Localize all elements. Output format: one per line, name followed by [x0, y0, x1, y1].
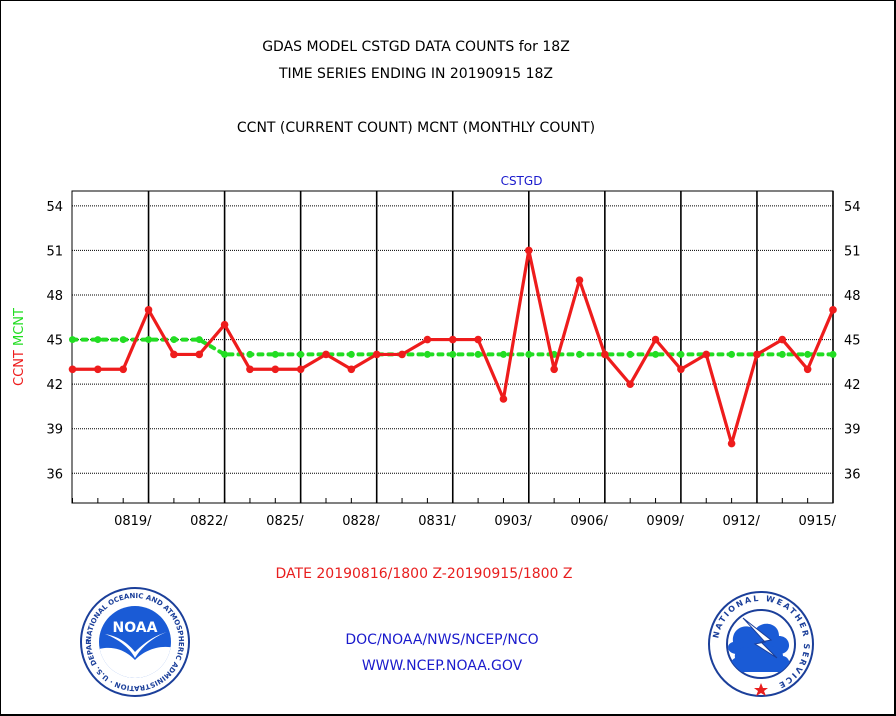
x-tick-label: 0909/ — [646, 514, 684, 529]
data-point-ccnt — [372, 350, 381, 359]
data-point-ccnt — [296, 365, 305, 374]
labels: 36 36 39 39 42 42 45 45 48 48 51 51 54 54 0819/0822/08… — [12, 174, 861, 529]
y-tick-label-right: 36 — [844, 467, 861, 482]
data-point-ccnt — [119, 365, 127, 374]
y-tick-label-left: 39 — [46, 423, 63, 438]
data-point-mcnt — [145, 336, 153, 344]
x-tick-label: 0819/ — [114, 514, 152, 529]
y-tick-label-left: 48 — [46, 289, 63, 304]
y-axis-label: CCNT MCNT — [12, 308, 27, 386]
data-point-ccnt — [499, 395, 508, 403]
data-point-mcnt — [195, 336, 203, 344]
data-point-mcnt — [423, 350, 431, 358]
data-point-mcnt — [525, 350, 533, 358]
data-point-ccnt — [398, 350, 406, 359]
chart-title-line2: TIME SERIES ENDING IN 20190915 18Z — [279, 66, 553, 82]
date-range-label: DATE 20190816/1800 Z-20190915/1800 Z — [275, 566, 573, 582]
plot-title: CSTGD — [501, 174, 543, 188]
y-tick-label-left: 54 — [46, 200, 63, 215]
x-tick-label: 0912/ — [722, 514, 760, 529]
data-point-ccnt — [601, 350, 609, 359]
data-point-mcnt — [297, 350, 305, 358]
y-axis-label-mcnt: MCNT — [12, 308, 27, 346]
data-point-ccnt — [474, 335, 482, 344]
data-point-ccnt — [170, 350, 178, 359]
x-tick-label: 0828/ — [342, 514, 380, 529]
y-tick-label-left: 51 — [46, 244, 63, 259]
y-tick-label-left: 45 — [46, 334, 63, 349]
data-point-ccnt — [347, 365, 356, 374]
nws-logo: NATIONAL WEATHER SERVICE — [708, 591, 814, 697]
x-tick-label: 0822/ — [190, 514, 228, 529]
data-point-ccnt — [778, 335, 787, 344]
x-tick-label: 0906/ — [570, 514, 608, 529]
data-point-ccnt — [195, 350, 204, 359]
axes — [72, 498, 834, 503]
data-point-ccnt — [550, 365, 558, 374]
y-tick-label-right: 48 — [844, 289, 861, 304]
data-point-ccnt — [727, 439, 736, 448]
data-point-ccnt — [423, 335, 432, 344]
data-point-mcnt — [499, 350, 507, 358]
data-point-ccnt — [753, 350, 761, 359]
data-point-ccnt — [246, 365, 254, 374]
x-tick-label: 0915/ — [799, 514, 837, 529]
org-line: DOC/NOAA/NWS/NCEP/NCO — [345, 632, 539, 648]
data-point-ccnt — [803, 365, 812, 374]
data-point-mcnt — [221, 350, 229, 358]
data-point-mcnt — [829, 350, 837, 358]
data-point-ccnt — [220, 320, 229, 329]
data-point-ccnt — [829, 306, 837, 314]
data-point-ccnt — [677, 365, 685, 374]
data-point-ccnt — [94, 365, 102, 374]
y-tick-label-right: 45 — [844, 334, 861, 349]
y-tick-label-right: 42 — [844, 378, 861, 393]
data-point-ccnt — [322, 350, 330, 359]
data-point-mcnt — [94, 336, 102, 344]
grid — [72, 191, 834, 503]
data-point-ccnt — [651, 335, 660, 344]
noaa-logo: NATIONAL OCEANIC AND ATMOSPHERIC ADMINIS… — [80, 587, 190, 697]
data-point-mcnt — [626, 350, 634, 358]
data-point-mcnt — [677, 350, 685, 358]
data-point-ccnt — [575, 276, 584, 284]
x-tick-label: 0831/ — [418, 514, 456, 529]
data-point-mcnt — [652, 350, 660, 358]
data-point-ccnt — [626, 380, 634, 388]
data-point-mcnt — [170, 336, 178, 344]
data-point-mcnt — [271, 350, 279, 358]
data-point-mcnt — [69, 336, 76, 344]
y-tick-label-right: 51 — [844, 244, 861, 259]
chart-title-line1: GDAS MODEL CSTGD DATA COUNTS for 18Z — [262, 39, 570, 55]
data-point-mcnt — [778, 350, 786, 358]
data-point-mcnt — [246, 350, 254, 358]
y-tick-label-right: 54 — [844, 200, 861, 215]
series-layer — [68, 246, 837, 448]
data-point-mcnt — [728, 350, 736, 358]
x-tick-label: 0825/ — [266, 514, 304, 529]
data-point-mcnt — [804, 350, 812, 358]
data-point-ccnt — [144, 306, 153, 314]
data-point-mcnt — [347, 350, 355, 358]
data-point-ccnt — [271, 365, 280, 374]
y-tick-label-right: 39 — [844, 423, 861, 438]
noaa-logo-text: NOAA — [113, 620, 158, 636]
chart-legend-description: CCNT (CURRENT COUNT) MCNT (MONTHLY COUNT… — [236, 120, 596, 136]
y-tick-label-left: 42 — [46, 378, 63, 393]
data-point-ccnt — [68, 365, 77, 374]
y-axis-label-ccnt: CCNT — [12, 346, 27, 386]
data-point-mcnt — [449, 350, 457, 358]
data-point-mcnt — [576, 350, 583, 358]
data-point-ccnt — [525, 246, 533, 255]
data-point-mcnt — [119, 336, 127, 344]
y-tick-label-left: 36 — [46, 467, 63, 482]
x-tick-label: 0903/ — [494, 514, 532, 529]
website-line: WWW.NCEP.NOAA.GOV — [361, 658, 523, 674]
data-point-ccnt — [448, 335, 457, 344]
data-point-mcnt — [474, 350, 482, 358]
data-point-ccnt — [702, 350, 711, 359]
